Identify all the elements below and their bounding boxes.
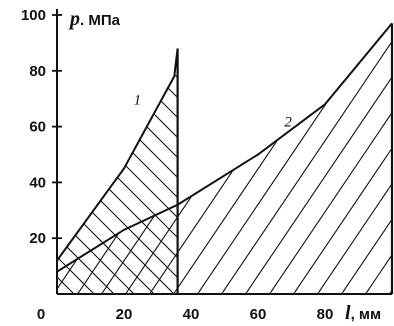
hatch-line [57,48,178,295]
y-tick-label: 20 [29,230,46,247]
hatch-line [57,23,109,295]
hatch-line [57,23,253,295]
y-tick-label: 40 [29,174,46,191]
hatch-line [57,48,178,295]
hatch-line [271,23,392,295]
hatch-line [0,0,36,326]
curve-2-line [56,22,393,273]
hatch-line [59,48,178,295]
hatch-line [57,48,178,295]
hatch-line [57,23,157,295]
hatch-line [57,48,107,295]
hatch-line [57,48,147,295]
hatch-line [159,48,178,295]
hatch-line [57,23,205,295]
hatch-line [57,23,229,295]
x-tick-label: 0 [37,306,45,323]
hatch-line [0,0,12,326]
hatch-line [57,48,167,295]
hatch-line [57,23,61,295]
y-tick-label: 60 [29,119,46,136]
x-axis-title: l, мм [345,302,381,324]
x-tick-label: 40 [183,306,200,323]
hatch-line [175,23,392,295]
curve-1-line [56,48,179,262]
hatch-line [57,23,85,295]
hatch-line [0,0,26,326]
hatch-line [57,48,87,295]
hatch-line [57,48,178,295]
hatch-line [300,0,394,326]
hatch-line [57,48,178,295]
hatch-line [57,23,133,295]
y-axis-title: p. МПа [68,8,121,30]
curve-2-label: 2 [284,115,292,131]
hatch-line [151,23,373,295]
hatch-line [57,48,127,295]
hatch-line [0,0,6,326]
hatch-line [57,48,178,295]
hatch-line [0,0,46,326]
hatch-line [343,23,392,295]
hatch-line [320,0,394,326]
hatch-line [260,0,394,326]
x-tick-label: 60 [250,306,267,323]
hatch-line [103,23,325,295]
hatch-line [223,23,392,295]
hatch-line [79,23,301,295]
hatch-line [247,23,392,295]
hatch-line [180,0,394,326]
hatch-line [319,23,392,295]
x-tick-label: 80 [317,306,334,323]
x-tick-label: 20 [116,306,133,323]
hatch-line [340,0,394,326]
hatch-line [199,23,392,295]
hatch-line [200,0,394,326]
hatch-line [99,48,178,295]
hatch-line [57,23,181,295]
y-tick-label: 80 [29,63,46,80]
hatch-line [295,23,392,295]
hatch-line [127,23,349,295]
y-tick-label: 100 [21,7,46,24]
curve-1-label: 1 [134,92,142,108]
